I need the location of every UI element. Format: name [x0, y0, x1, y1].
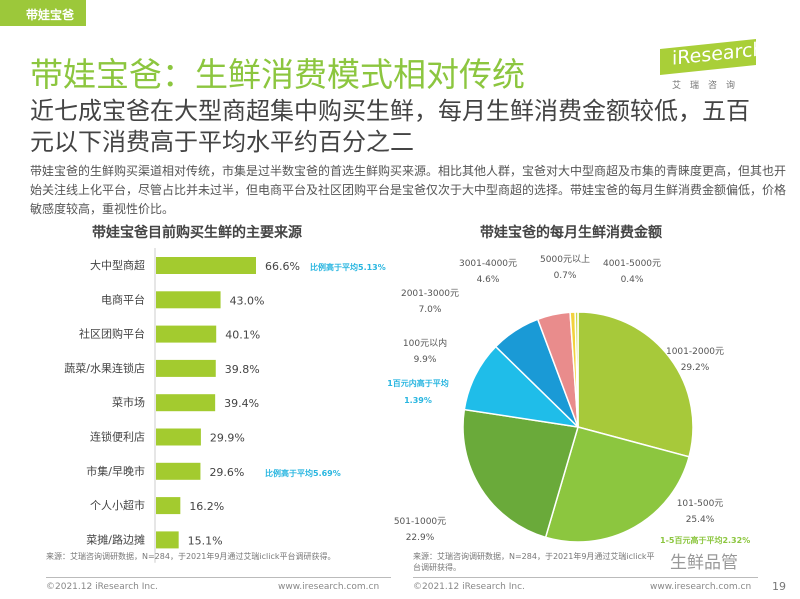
pie-slice-label: 4001-5000元: [603, 259, 661, 269]
pie-slice-value: 4.6%: [477, 275, 500, 285]
bar: [156, 394, 216, 412]
bar-value-label: 39.8%: [225, 363, 260, 376]
bar-category-label: 电商平台: [101, 292, 145, 306]
bar-category-label: 社区团购平台: [79, 327, 145, 341]
bar: [156, 531, 179, 549]
bar-value-label: 66.6%: [265, 260, 300, 273]
bar: [156, 497, 181, 515]
pie-slice: [462, 408, 579, 539]
pie-annotation-value: 1.39%: [404, 396, 432, 405]
bar-category-label: 蔬菜/水果连锁店: [64, 361, 145, 375]
bar-category-label: 市集/早晚市: [86, 464, 145, 478]
divider: [46, 577, 391, 578]
source-note-left: 来源：艾瑞咨询调研数据，N=284，于2021年9月通过艾瑞iclick平台调研…: [46, 552, 336, 561]
url-right: www.iresearch.com.cn: [650, 582, 752, 592]
url-left: www.iresearch.com.cn: [278, 582, 380, 592]
bar-value-label: 29.6%: [209, 466, 244, 479]
page-title: 带娃宝爸：生鲜消费模式相对传统: [30, 55, 525, 94]
logo-subtitle: 艾瑞咨询: [672, 81, 745, 91]
bar-annotation: 比例高于平均5.13%: [310, 262, 386, 272]
bar: [156, 462, 201, 480]
copyright-right: ©2021.12 iResearch Inc.: [413, 582, 525, 592]
pie-slice: [577, 311, 694, 458]
description: 带娃宝爸的生鲜购买渠道相对传统，市集是过半数宝爸的首选生鲜购买来源。相比其他人群…: [30, 164, 787, 216]
bar-category-label: 菜摊/路边摊: [86, 532, 145, 546]
bar-chart-title: 带娃宝爸目前购买生鲜的主要来源: [92, 225, 302, 241]
bar: [156, 428, 201, 446]
pie-slice-value: 7.0%: [419, 305, 442, 315]
bar: [156, 359, 216, 377]
pie-slice-value: 0.4%: [621, 275, 644, 285]
pie-chart-title: 带娃宝爸的每月生鲜消费金额: [480, 225, 662, 241]
pie-slice-label: 501-1000元: [394, 517, 446, 527]
bar-category-label: 大中型商超: [90, 258, 145, 272]
pie-slice-label: 3001-4000元: [459, 259, 517, 269]
section-tag: 带娃宝爸: [0, 0, 86, 26]
bar-value-label: 40.1%: [225, 329, 260, 342]
bar: [156, 325, 217, 343]
bar-value-label: 43.0%: [230, 294, 265, 307]
bar-value-label: 29.9%: [210, 432, 245, 445]
pie-slice-value: 25.4%: [686, 515, 715, 525]
pie-slice-label: 1001-2000元: [666, 347, 724, 357]
pie-annotation: 1百元内高于平均: [387, 378, 449, 388]
bar-category-label: 连锁便利店: [90, 430, 145, 444]
bar-value-label: 16.2%: [189, 500, 224, 513]
pie-slice: [574, 311, 579, 428]
pie-annotation: 1-5百元高于平均2.32%: [660, 535, 750, 545]
source-note-right: 来源：艾瑞咨询调研数据，N=284，于2021年9月通过艾瑞iclick平台调研…: [413, 552, 655, 572]
bar-annotation: 比例高于平均5.69%: [265, 468, 341, 478]
bar-value-label: 39.4%: [224, 397, 259, 410]
pie-slice-label: 101-500元: [677, 499, 724, 509]
page-number: 19: [772, 580, 786, 593]
pie-slice-label: 2001-3000元: [401, 289, 459, 299]
pie-slice: [544, 426, 690, 543]
divider: [413, 577, 758, 578]
pie-slice-value: 9.9%: [414, 355, 437, 365]
pie-slice-value: 0.7%: [554, 271, 577, 281]
pie-slice-label: 100元以内: [403, 337, 447, 349]
page-subtitle: 近七成宝爸在大型商超集中购买生鲜，每月生鲜消费金额较低，五百元以下消费高于平均水…: [30, 97, 750, 156]
bar: [156, 257, 256, 274]
pie-slice-value: 29.2%: [681, 363, 710, 373]
bar-category-label: 菜市场: [112, 395, 145, 409]
watermark: 生鲜品管: [670, 553, 738, 573]
copyright-left: ©2021.12 iResearch Inc.: [46, 582, 158, 592]
bar: [156, 291, 221, 309]
pie-slice-value: 22.9%: [406, 533, 435, 543]
bar-value-label: 15.1%: [188, 534, 223, 547]
bar-category-label: 个人小超市: [90, 498, 145, 512]
pie-slice-label: 5000元以上: [540, 254, 590, 265]
